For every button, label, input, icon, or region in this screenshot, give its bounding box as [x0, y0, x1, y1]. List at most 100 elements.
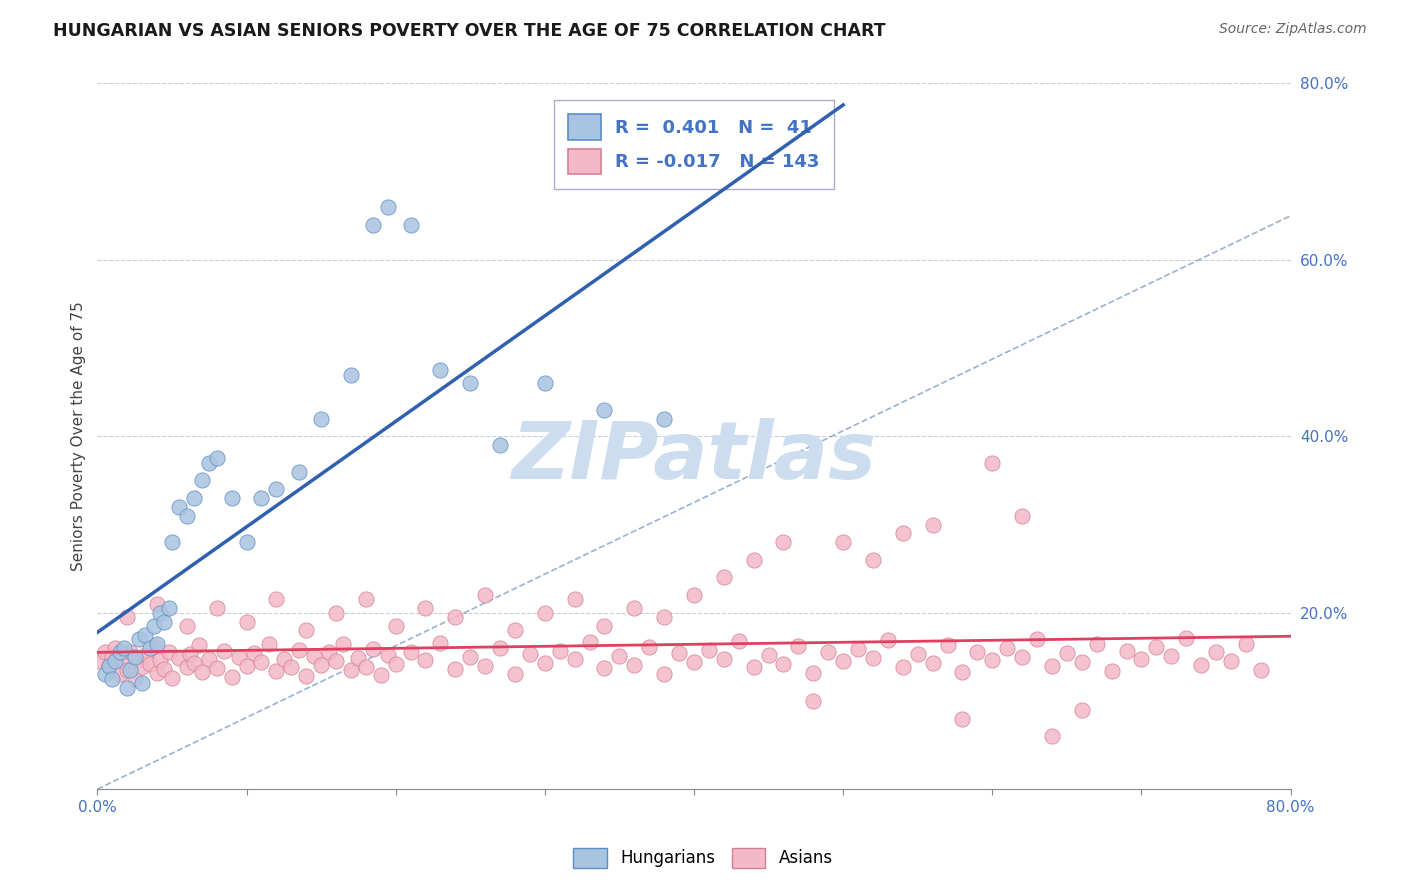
Point: [266, 664, 288, 678]
Point: [966, 644, 988, 658]
Point: [198, 652, 221, 666]
Point: [377, 200, 399, 214]
Point: [179, 647, 201, 661]
Point: [429, 363, 451, 377]
Point: [907, 647, 929, 661]
Point: [235, 658, 257, 673]
Point: [683, 655, 706, 669]
Point: [474, 588, 496, 602]
Point: [832, 535, 855, 549]
Point: [399, 218, 422, 232]
Point: [138, 640, 160, 655]
Point: [124, 649, 146, 664]
Text: HUNGARIAN VS ASIAN SENIORS POVERTY OVER THE AGE OF 75 CORRELATION CHART: HUNGARIAN VS ASIAN SENIORS POVERTY OVER …: [53, 22, 886, 40]
Point: [415, 653, 437, 667]
Point: [176, 659, 198, 673]
Point: [287, 465, 309, 479]
Point: [146, 665, 169, 680]
Point: [787, 639, 810, 653]
Point: [143, 639, 166, 653]
Point: [131, 660, 153, 674]
Point: [273, 651, 295, 665]
Point: [176, 619, 198, 633]
Point: [533, 656, 555, 670]
Point: [1160, 648, 1182, 663]
Point: [1085, 638, 1108, 652]
Point: [235, 535, 257, 549]
Point: [981, 456, 1004, 470]
Point: [578, 635, 600, 649]
Point: [94, 645, 117, 659]
Point: [1250, 663, 1272, 677]
Point: [593, 661, 616, 675]
Point: [149, 606, 172, 620]
Point: [772, 657, 794, 671]
Point: [623, 657, 645, 672]
Point: [347, 650, 370, 665]
Point: [652, 610, 675, 624]
Point: [104, 654, 127, 668]
Point: [115, 610, 138, 624]
Point: [124, 672, 146, 686]
Point: [458, 376, 481, 391]
Point: [325, 654, 347, 668]
Point: [101, 672, 124, 686]
Point: [444, 610, 467, 624]
Point: [519, 647, 541, 661]
Point: [609, 648, 631, 663]
Point: [187, 638, 209, 652]
Point: [638, 640, 661, 654]
Point: [1101, 664, 1123, 678]
Point: [198, 456, 221, 470]
Point: [370, 668, 392, 682]
Point: [429, 636, 451, 650]
Point: [98, 658, 121, 673]
Point: [1115, 643, 1137, 657]
Point: [250, 491, 273, 505]
Point: [115, 681, 138, 695]
Point: [131, 676, 153, 690]
Point: [533, 376, 555, 391]
Point: [1040, 729, 1063, 743]
Point: [205, 661, 228, 675]
Point: [832, 654, 855, 668]
Point: [128, 632, 150, 647]
Point: [98, 658, 121, 673]
Point: [112, 640, 135, 655]
Legend: Hungarians, Asians: Hungarians, Asians: [567, 841, 839, 875]
Point: [115, 663, 138, 677]
Point: [458, 649, 481, 664]
Point: [221, 491, 243, 505]
Point: [891, 526, 914, 541]
Point: [153, 615, 176, 629]
Point: [361, 218, 384, 232]
Point: [1219, 654, 1241, 668]
Point: [652, 666, 675, 681]
Point: [257, 638, 280, 652]
Point: [176, 508, 198, 523]
Point: [936, 638, 959, 652]
Point: [183, 656, 205, 670]
Point: [266, 592, 288, 607]
Point: [952, 665, 974, 679]
Point: [143, 619, 166, 633]
Y-axis label: Seniors Poverty Over the Age of 75: Seniors Poverty Over the Age of 75: [72, 301, 86, 571]
Point: [146, 597, 169, 611]
Point: [623, 601, 645, 615]
Point: [444, 662, 467, 676]
Point: [533, 606, 555, 620]
Point: [138, 657, 160, 671]
Point: [332, 637, 354, 651]
Point: [846, 641, 869, 656]
Point: [742, 553, 765, 567]
Point: [564, 592, 586, 607]
Point: [235, 615, 257, 629]
Point: [921, 656, 943, 670]
Text: ZIPatlas: ZIPatlas: [512, 418, 876, 497]
Point: [190, 474, 212, 488]
Point: [801, 665, 824, 680]
Point: [361, 641, 384, 656]
Point: [354, 659, 377, 673]
Point: [742, 660, 765, 674]
Point: [112, 654, 135, 668]
